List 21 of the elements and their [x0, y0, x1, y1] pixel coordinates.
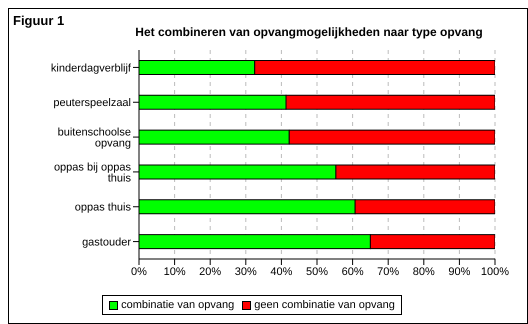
x-tick-label: 70%	[377, 266, 400, 278]
legend-label: geen combinatie van opvang	[253, 299, 395, 311]
chart-title: Het combineren van opvangmogelijkheden naar type opvang	[134, 25, 484, 39]
x-tick-label: 80%	[412, 266, 436, 278]
y-tick-label: kinderdagverblijf	[50, 62, 132, 74]
x-tick-label: 50%	[306, 266, 328, 278]
x-tick-label: 60%	[342, 266, 364, 278]
y-tick-label: peuterspeelzaal	[53, 97, 131, 110]
x-tick-label: 100%	[480, 266, 510, 278]
y-tick-label: oppas bij oppas thuis	[54, 161, 132, 184]
legend-label: combinatie van opvang	[120, 299, 234, 311]
y-tick-label: gastouder	[82, 236, 132, 248]
y-tick-label: oppas thuis	[74, 202, 132, 214]
x-tick-label: 20%	[199, 266, 222, 278]
x-tick-label: 40%	[270, 266, 293, 278]
y-tick-label: buitenschoolse opvang	[58, 126, 131, 150]
x-tick-label: 30%	[234, 266, 258, 278]
x-tick-label: 90%	[448, 266, 471, 278]
text: Figuur 1	[13, 13, 64, 28]
x-tick-label: 0%	[131, 266, 148, 278]
x-tick-label: 10%	[164, 266, 186, 278]
